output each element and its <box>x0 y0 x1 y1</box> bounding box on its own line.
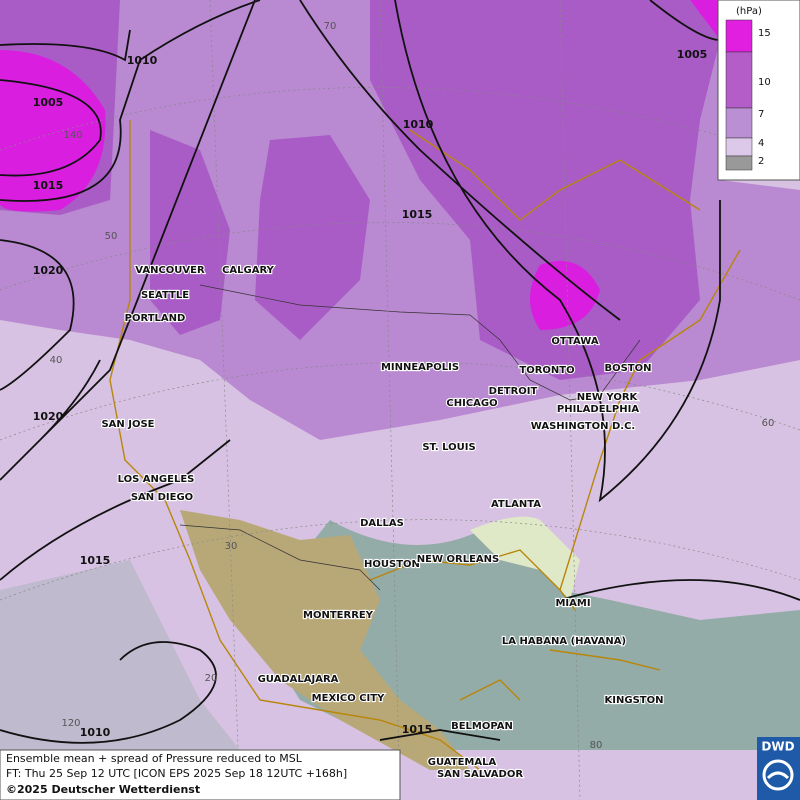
footer-line: ©2025 Deutscher Wetterdienst <box>6 783 200 796</box>
isobar-label: 1020 <box>33 410 64 423</box>
legend-level: 15 <box>758 28 771 39</box>
graticule-label: 70 <box>324 21 337 32</box>
legend-level: 7 <box>758 109 764 120</box>
city-label: MINNEAPOLIS <box>381 362 459 373</box>
footer-box <box>0 749 401 800</box>
city-labels: VANCOUVER CALGARY SEATTLE PORTLAND MINNEAPOL… <box>100 264 664 781</box>
logo: DWD <box>757 737 800 800</box>
city-label: MEXICO CITY <box>312 693 385 704</box>
city-label: WASHINGTON D.C. <box>531 421 635 432</box>
city-label: PORTLAND <box>125 313 186 324</box>
isobar-label: 1015 <box>402 208 433 221</box>
graticule-label: 140 <box>63 130 82 141</box>
legend-level: 2 <box>758 156 764 167</box>
graticule-label: 20 <box>205 673 218 684</box>
legend-level: 4 <box>758 138 764 149</box>
legend-level: 10 <box>758 77 771 88</box>
city-label: HOUSTON <box>364 559 420 570</box>
land-relief <box>470 516 580 600</box>
city-label: PHILADELPHIA <box>557 404 639 415</box>
city-label: CALGARY <box>222 265 275 276</box>
isobar-label: 1015 <box>402 723 433 736</box>
isobar <box>0 0 800 744</box>
logo-icon <box>762 759 794 791</box>
city-label: NEW YORK <box>577 392 639 403</box>
logo-text: DWD <box>761 740 794 754</box>
ocean <box>0 560 240 750</box>
city-label: SEATTLE <box>141 290 189 301</box>
city-label: DALLAS <box>360 518 404 529</box>
city-label: DETROIT <box>489 386 538 397</box>
coastline <box>109 120 741 771</box>
isobar-label: 1005 <box>677 48 708 61</box>
city-label: CHICAGO <box>446 398 497 409</box>
legend-swatch <box>725 19 753 53</box>
isobar-label: 1010 <box>127 54 158 67</box>
city-label: MONTERREY <box>303 610 374 621</box>
city-label: GUADALAJARA <box>258 674 339 685</box>
legend-swatch <box>725 51 753 109</box>
city-label: BELMOPAN <box>451 721 513 732</box>
isobar-label: 1010 <box>403 118 434 131</box>
city-label: ST. LOUIS <box>422 442 475 453</box>
footer: Ensemble mean + spread of Pressure reduc… <box>0 749 401 800</box>
graticule-label: 60 <box>762 418 775 429</box>
legend-swatch <box>725 155 753 171</box>
graticule-label: 80 <box>590 740 603 751</box>
city-label: BOSTON <box>604 363 651 374</box>
graticule-label: 30 <box>225 541 238 552</box>
legend: (hPa) 15 10 7 4 2 <box>717 0 800 181</box>
footer-line: Ensemble mean + spread of Pressure reduc… <box>6 752 303 765</box>
city-label: NEW ORLEANS <box>417 554 499 565</box>
isobar-label: 1010 <box>80 726 111 739</box>
graticule-label: 50 <box>105 231 118 242</box>
city-label: SAN JOSE <box>101 419 154 430</box>
isobar-label: 1005 <box>33 96 64 109</box>
legend-swatch <box>725 137 753 157</box>
city-label: VANCOUVER <box>135 265 205 276</box>
city-label: MIAMI <box>555 598 590 609</box>
isobar-label: 1020 <box>33 264 64 277</box>
city-label: SAN DIEGO <box>131 492 193 503</box>
graticule-label: 120 <box>61 718 80 729</box>
footer-line: FT: Thu 25 Sep 12 UTC [ICON EPS 2025 Sep… <box>6 767 347 780</box>
border <box>179 284 641 591</box>
graticule-label: 40 <box>50 355 63 366</box>
city-label: SAN SALVADOR <box>437 769 523 780</box>
isobar-label: 1015 <box>33 179 64 192</box>
legend-swatch <box>725 107 753 139</box>
city-label: LA HABANA (HAVANA) <box>502 636 626 647</box>
isobar-label: 1015 <box>80 554 111 567</box>
legend-unit: (hPa) <box>736 6 762 17</box>
city-label: GUATEMALA <box>428 757 497 768</box>
city-label: KINGSTON <box>605 695 664 706</box>
city-label: ATLANTA <box>491 499 541 510</box>
logo-icon <box>766 771 790 780</box>
city-label: TORONTO <box>519 365 574 376</box>
city-label: OTTAWA <box>551 336 598 347</box>
city-label: LOS ANGELES <box>118 474 195 485</box>
